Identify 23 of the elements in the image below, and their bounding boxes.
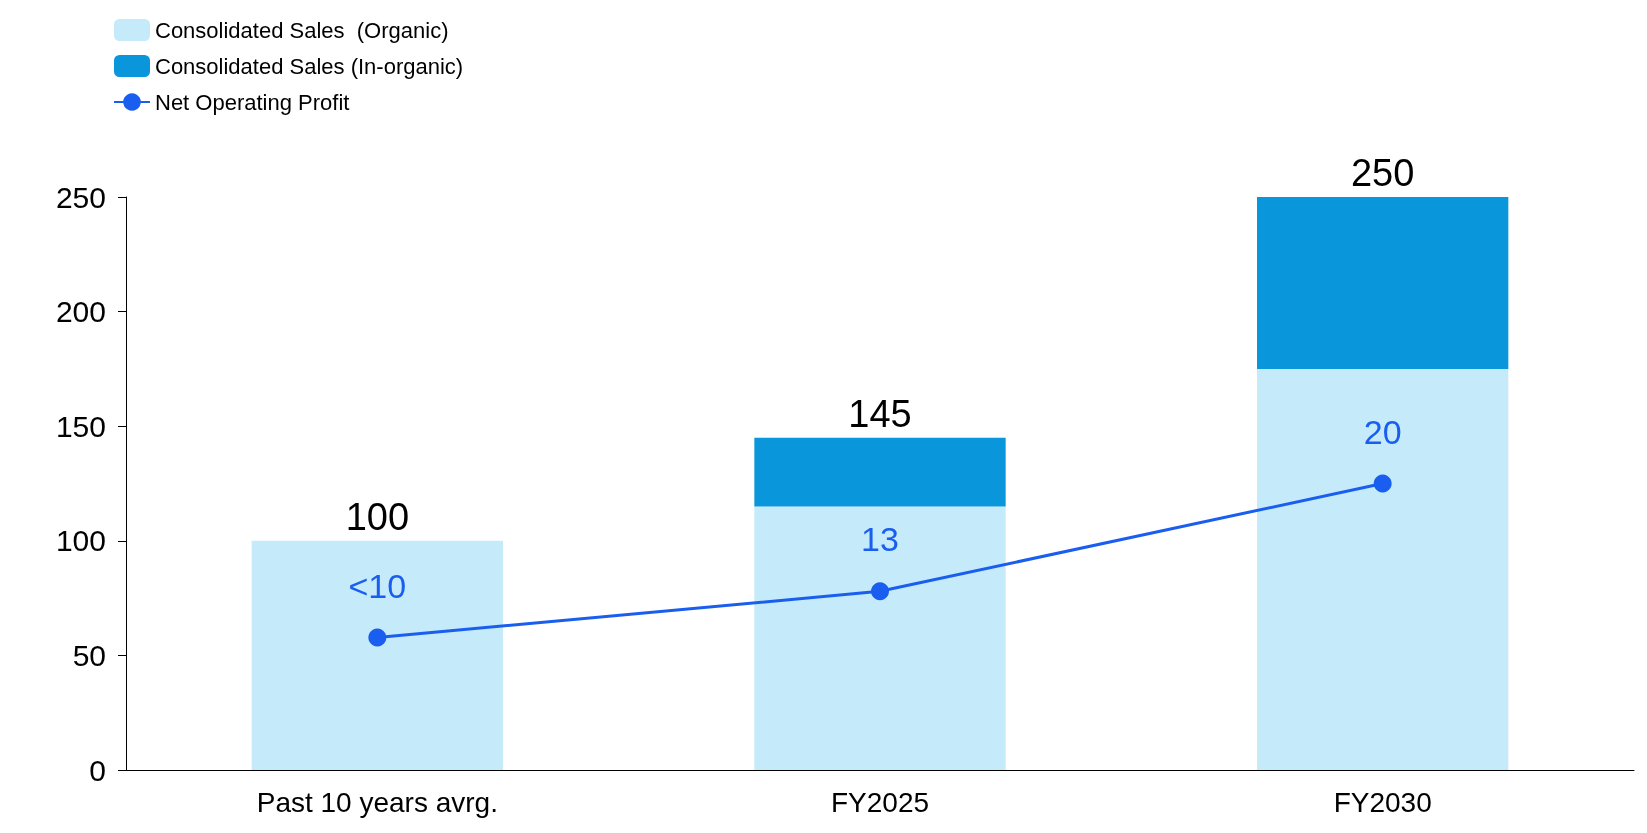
y-tick-label: 100 xyxy=(55,524,106,558)
bar xyxy=(754,437,1006,507)
data-label: <10 xyxy=(348,566,407,605)
x-tick-label: FY2025 xyxy=(830,786,930,818)
total-label: 145 xyxy=(848,392,912,435)
bar xyxy=(1257,197,1509,369)
data-label: 20 xyxy=(1363,412,1402,451)
bar xyxy=(1257,368,1509,770)
x-tick-label: Past 10 years avrg. xyxy=(256,786,498,818)
total-label: 100 xyxy=(345,495,410,538)
y-tick-label: 0 xyxy=(89,753,106,787)
legend-label: Consolidated Sales (In-organic) xyxy=(155,53,464,79)
y-tick-label: 250 xyxy=(55,180,106,214)
y-tick-label: 150 xyxy=(55,409,106,443)
y-tick-label: 200 xyxy=(55,295,106,329)
x-tick-label: FY2030 xyxy=(1333,786,1432,818)
legend-label: Net Operating Profit xyxy=(155,89,350,115)
data-label: 13 xyxy=(861,520,899,559)
bar xyxy=(754,506,1006,770)
total-label: 250 xyxy=(1350,152,1415,194)
y-tick-label: 50 xyxy=(72,638,106,672)
bar xyxy=(251,540,503,770)
legend-label: Consolidated Sales (Organic) xyxy=(155,17,449,43)
